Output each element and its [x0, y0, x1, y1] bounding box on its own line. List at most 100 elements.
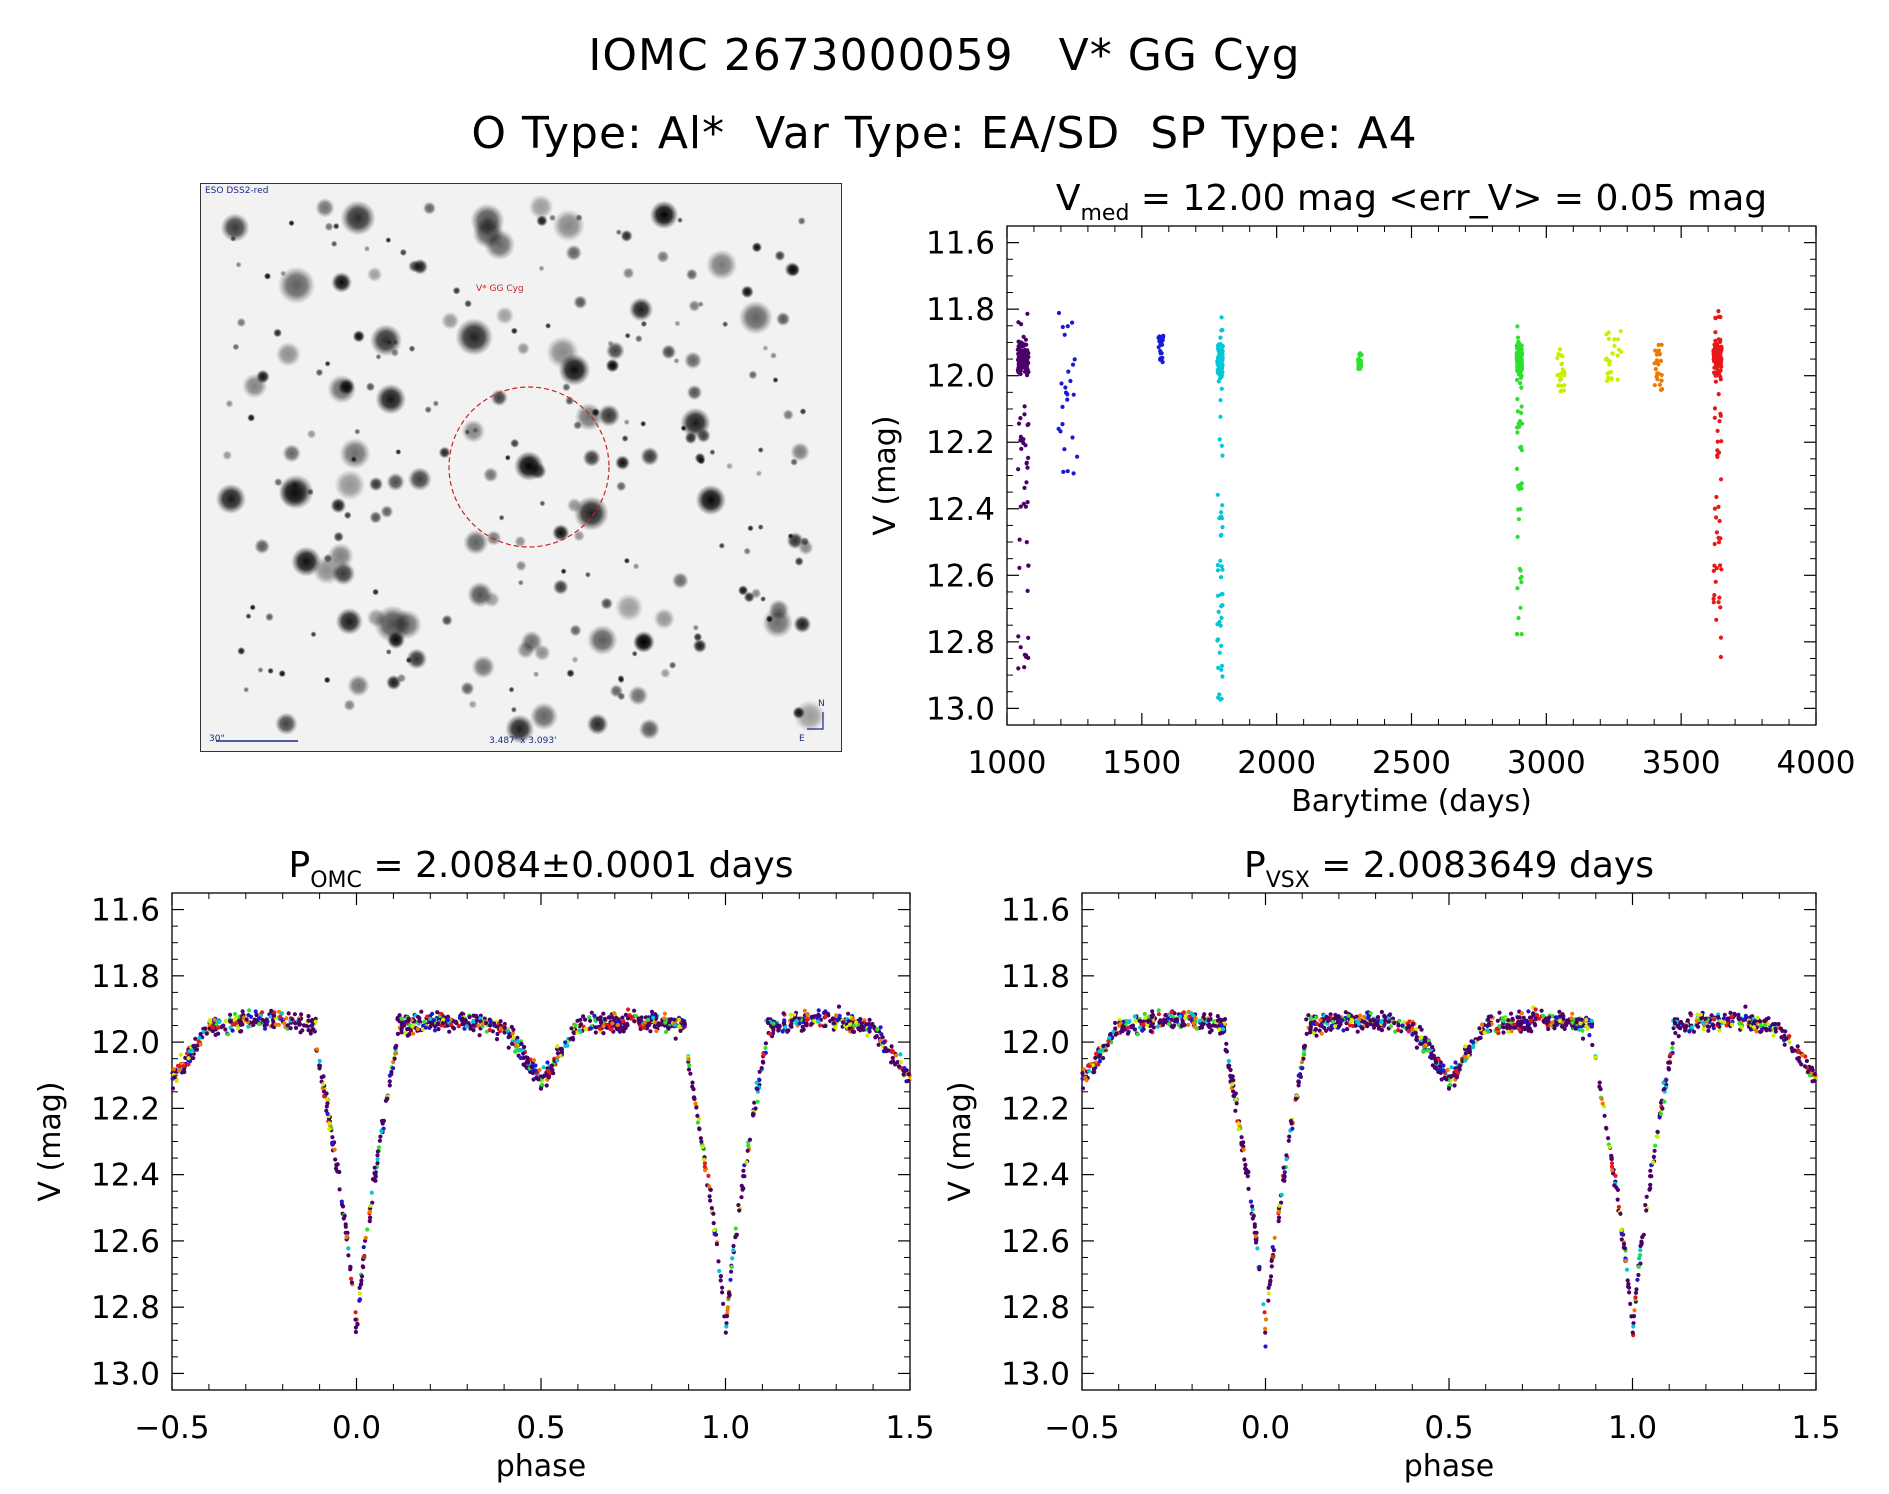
data-point — [654, 1028, 659, 1034]
data-point — [666, 1025, 671, 1030]
finder-star — [684, 431, 698, 445]
chart-title-main: P — [289, 845, 311, 886]
data-point — [1202, 1012, 1207, 1017]
data-point — [1512, 1025, 1517, 1030]
data-point — [754, 1080, 759, 1085]
data-point — [1589, 1018, 1594, 1024]
data-point — [898, 1052, 903, 1057]
data-point — [1413, 1031, 1418, 1036]
data-point — [1610, 1168, 1615, 1173]
data-point — [1255, 1246, 1260, 1251]
data-point — [1217, 650, 1222, 655]
data-point — [1550, 1020, 1555, 1025]
finder-star — [354, 428, 361, 435]
data-point — [445, 1014, 451, 1019]
data-point — [1589, 1024, 1594, 1029]
data-point — [468, 1026, 473, 1031]
data-point — [648, 1029, 653, 1034]
data-point — [1060, 404, 1065, 409]
data-point — [1711, 568, 1716, 574]
data-point — [537, 1067, 542, 1073]
data-point — [724, 1324, 729, 1329]
data-point — [395, 1017, 400, 1022]
finder-star — [697, 456, 706, 465]
data-point — [1736, 1012, 1741, 1017]
data-point — [321, 1082, 326, 1087]
data-point — [861, 1027, 866, 1032]
finder-star — [722, 321, 729, 328]
data-point — [1021, 501, 1026, 506]
data-point — [1215, 568, 1221, 573]
data-point — [1716, 309, 1721, 314]
data-point — [1685, 1018, 1690, 1023]
data-point — [1796, 1055, 1801, 1061]
finder-star — [566, 669, 575, 678]
data-point — [706, 1173, 711, 1178]
finder-star — [274, 477, 283, 487]
data-point — [752, 1100, 757, 1105]
data-point — [1638, 1243, 1643, 1249]
data-point — [343, 1230, 348, 1235]
data-point — [435, 1021, 441, 1026]
finder-star — [249, 604, 256, 611]
finder-image — [215, 194, 826, 744]
chart-title-subscript: med — [1081, 201, 1130, 226]
data-point — [587, 1015, 592, 1020]
finder-star — [347, 674, 370, 697]
data-point — [367, 1219, 372, 1224]
x-tick-label: 2500 — [1372, 745, 1451, 781]
data-point — [1308, 1025, 1313, 1030]
data-point — [337, 1187, 342, 1192]
data-point — [377, 1138, 382, 1143]
data-point — [494, 1024, 499, 1029]
data-point — [1624, 1267, 1630, 1272]
data-point — [1715, 448, 1720, 453]
data-point — [1528, 1018, 1533, 1024]
finder-star — [438, 446, 451, 459]
data-point — [1219, 667, 1224, 672]
data-point — [201, 1029, 206, 1034]
data-point — [1631, 1314, 1637, 1319]
finder-star — [622, 267, 635, 280]
data-point — [659, 1022, 664, 1027]
data-point — [555, 1044, 560, 1049]
finder-star — [452, 286, 461, 295]
data-point — [405, 1033, 410, 1038]
data-point — [1438, 1070, 1443, 1075]
data-point — [1716, 540, 1722, 545]
data-point — [410, 1023, 415, 1029]
data-point — [315, 1047, 320, 1052]
data-point — [238, 1019, 243, 1024]
data-point — [1633, 1295, 1638, 1300]
data-point — [867, 1029, 872, 1034]
data-point — [1718, 314, 1723, 320]
data-point — [1432, 1055, 1437, 1060]
data-point — [1649, 1174, 1654, 1179]
data-point — [1243, 1162, 1248, 1167]
data-point — [1755, 1015, 1760, 1021]
data-point — [707, 1194, 712, 1199]
finder-star — [653, 608, 675, 630]
data-point — [1718, 413, 1723, 418]
data-point — [216, 1025, 221, 1030]
data-point — [246, 1024, 251, 1029]
finder-star — [688, 299, 701, 312]
data-point — [703, 1168, 708, 1173]
data-point — [1217, 437, 1222, 442]
finder-star — [245, 613, 252, 620]
data-point — [1172, 1023, 1177, 1028]
data-point — [260, 1017, 265, 1022]
data-point — [1717, 595, 1722, 600]
data-point — [1087, 1064, 1092, 1069]
data-point — [1501, 1030, 1506, 1035]
data-point — [322, 1094, 327, 1099]
data-point — [223, 1018, 228, 1024]
data-point — [1627, 1285, 1632, 1290]
finder-star — [369, 511, 383, 524]
finder-chart: ESO DSS2-red V* GG Cyg 30" 3.487' x 3.09… — [200, 183, 842, 752]
data-point — [1023, 443, 1028, 448]
data-point — [1717, 1028, 1722, 1033]
data-point — [230, 1028, 235, 1033]
data-point — [559, 1046, 564, 1051]
data-point — [1218, 558, 1223, 563]
